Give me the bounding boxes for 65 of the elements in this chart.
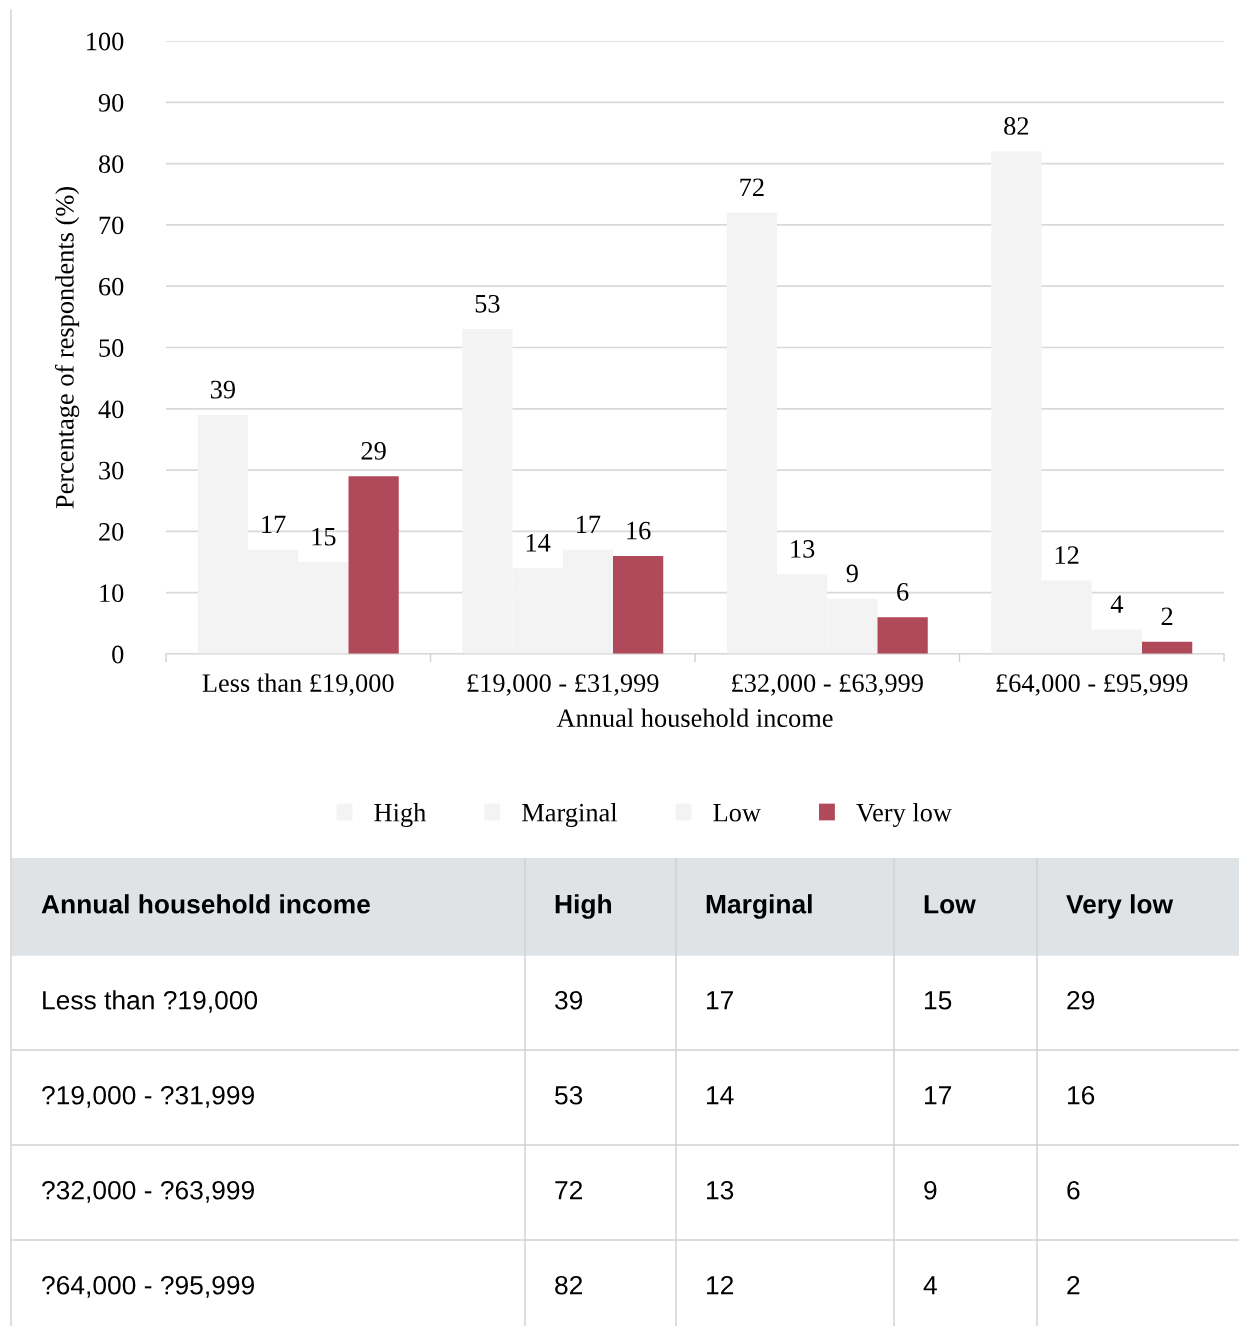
x-tick-label: Less than £19,000 (202, 673, 394, 696)
bar (613, 555, 664, 654)
legend-label: Very low (856, 803, 952, 827)
data-label: 2 (1161, 607, 1173, 626)
data-label: 29 (1067, 990, 1095, 1010)
data-label: 39 (555, 990, 583, 1010)
data-label: 9 (924, 1180, 937, 1200)
data-label: 15 (312, 527, 336, 546)
y-tick-label: 80 (98, 155, 124, 174)
x-tick-label: £64,000 - £95,999 (996, 674, 1188, 696)
data-label: 6 (1067, 1180, 1080, 1200)
text: High (555, 894, 611, 919)
data-label: 17 (262, 515, 286, 534)
y-tick-label: 50 (99, 339, 124, 357)
data-label: 4 (1110, 595, 1124, 613)
y-tick-label: 100 (87, 32, 124, 51)
y-tick-label: 0 (112, 645, 124, 664)
data-label: 4 (923, 1276, 937, 1295)
y-tick-label: 20 (99, 523, 124, 541)
x-tick-label: £32,000 - £63,999 (732, 674, 923, 696)
data-label: 17 (925, 1086, 952, 1105)
data-label: 9 (846, 564, 858, 583)
data-label: 14 (707, 1086, 734, 1105)
text: Annual household income (41, 894, 370, 914)
data-label: 17 (707, 991, 734, 1010)
data-label: 72 (555, 1180, 583, 1200)
data-label: 12 (707, 1275, 734, 1295)
x-tick-label: £19,000 - £31,999 (467, 674, 659, 696)
data-label: 39 (210, 380, 235, 399)
data-label: 15 (925, 991, 952, 1010)
y-tick-label: 60 (99, 277, 124, 296)
data-label: 53 (475, 294, 500, 313)
category-label: Less than ?19,000 (43, 990, 258, 1013)
legend-label: Marginal (522, 803, 618, 827)
data-label: 12 (1055, 546, 1079, 564)
data-label: 13 (707, 1180, 734, 1200)
data-label: 13 (791, 540, 815, 558)
y-tick-label: 10 (100, 584, 124, 603)
data-label: 14 (526, 534, 551, 552)
y-axis-title: Percentage of respondents (%) (54, 187, 80, 509)
text: Low (924, 895, 976, 914)
data-label: 16 (1068, 1085, 1095, 1105)
data-label: 29 (361, 442, 386, 460)
data-label: 17 (577, 515, 601, 534)
legend-label: Low (713, 804, 761, 822)
data-label: 82 (1004, 117, 1029, 135)
y-tick-label: 30 (99, 461, 124, 480)
data-label: 82 (555, 1275, 583, 1295)
y-tick-label: 90 (98, 93, 124, 112)
legend-label: High (374, 803, 426, 827)
category-label: ?19,000 - ?31,999 (42, 1085, 254, 1108)
bar (877, 617, 928, 654)
data-label: 72 (740, 178, 764, 196)
x-axis-title: Annual household income (556, 708, 833, 728)
category-label: ?32,000 - ?63,999 (42, 1180, 254, 1203)
y-tick-label: 40 (98, 400, 124, 419)
text: Marginal (706, 894, 812, 919)
data-label: 2 (1067, 1275, 1080, 1295)
text: Very low (1066, 894, 1174, 919)
data-label: 16 (627, 521, 651, 540)
y-tick-label: 70 (99, 216, 124, 235)
bar (348, 476, 399, 654)
data-label: 6 (897, 583, 909, 601)
data-label: 53 (555, 1085, 583, 1105)
category-label: ?64,000 - ?95,999 (42, 1275, 254, 1298)
